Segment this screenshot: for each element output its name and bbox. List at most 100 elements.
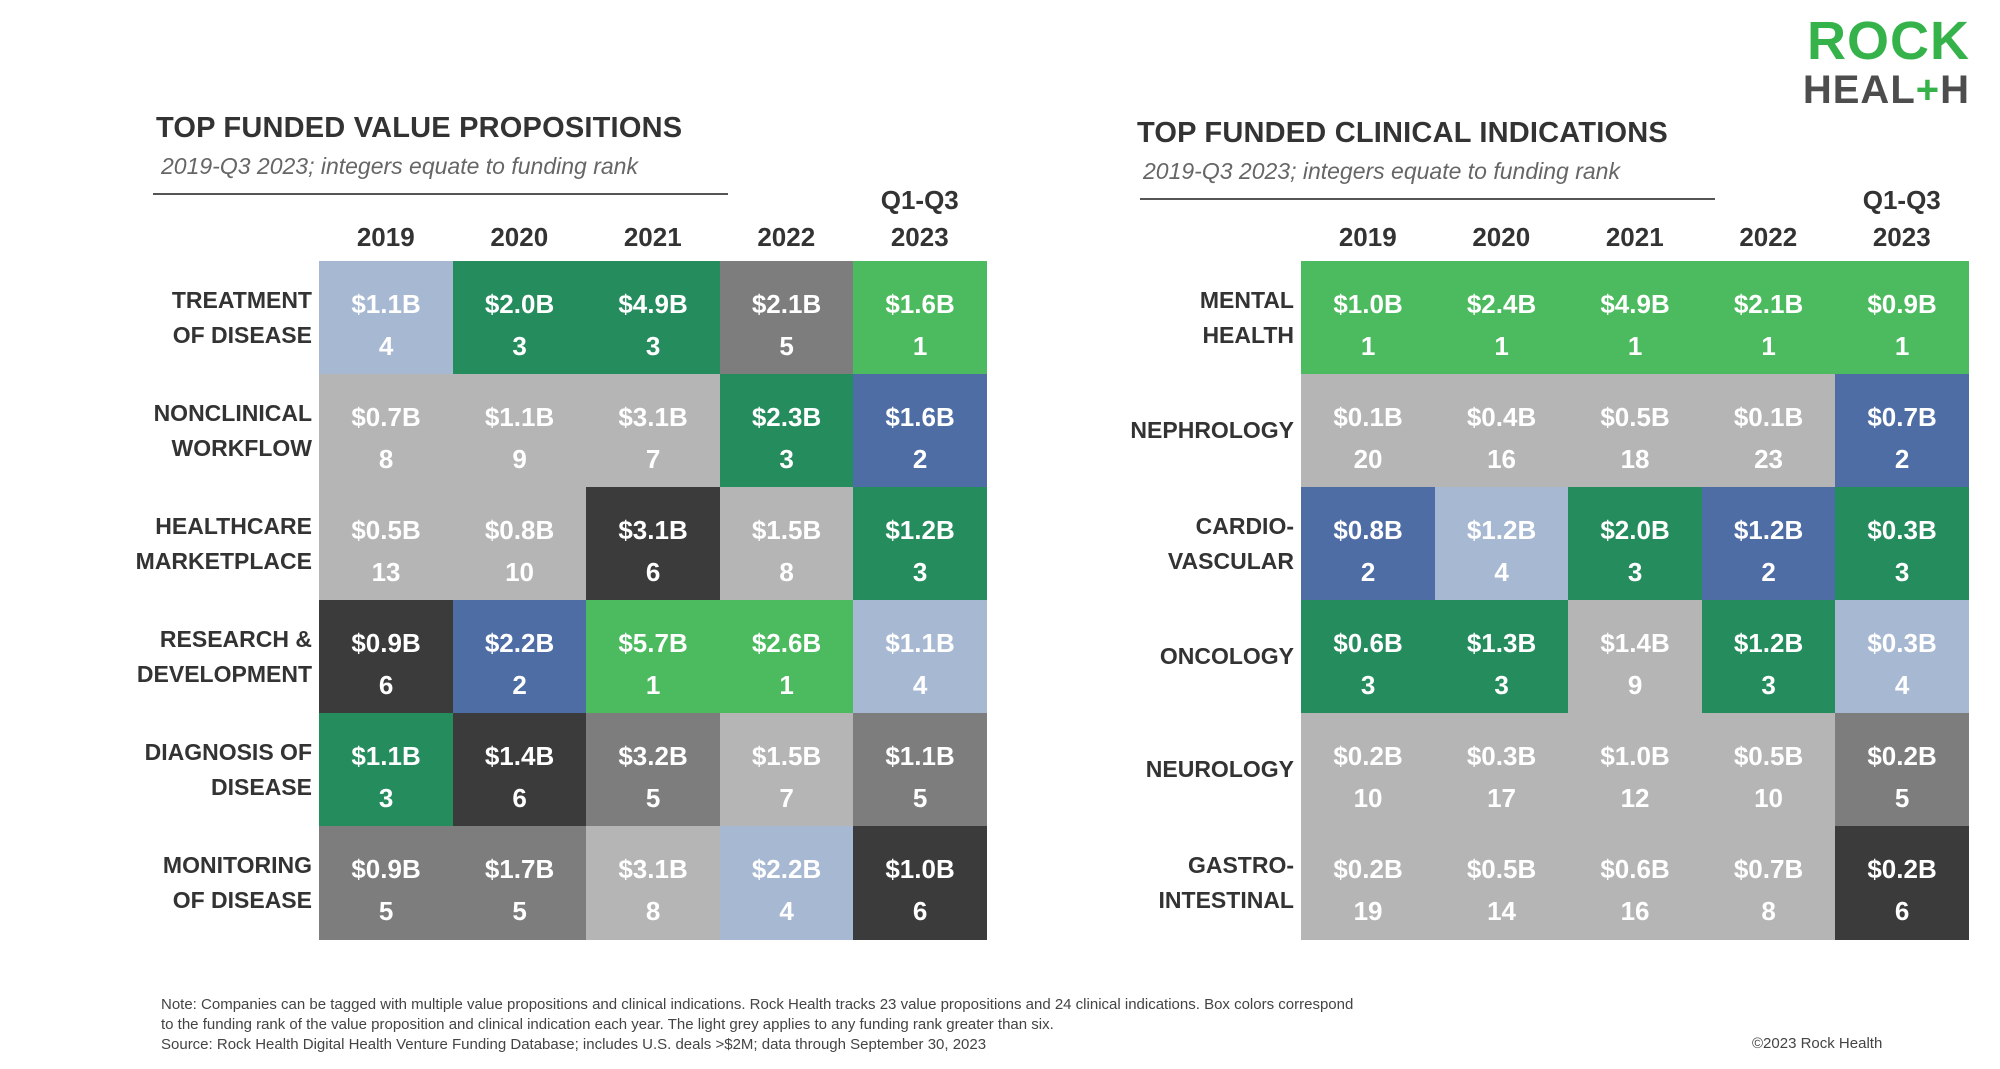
panel-subtitle: 2019-Q3 2023; integers equate to funding… xyxy=(1143,158,1620,184)
row-label: NEPHROLOGY xyxy=(1130,417,1294,443)
heatmap-cell: $0.8B 2 xyxy=(1301,487,1436,601)
column-header: 2019 xyxy=(1338,222,1397,252)
funding-rank: 6 xyxy=(645,557,661,587)
funding-amount: $1.5B xyxy=(751,515,822,545)
funding-amount: $2.6B xyxy=(751,628,822,658)
logo-line-2-a: HEAL xyxy=(1802,68,1916,112)
funding-amount: $0.8B xyxy=(1333,515,1403,545)
funding-rank: 2 xyxy=(512,670,527,700)
column-header: 2021 xyxy=(1605,222,1664,252)
heatmap-cell: $1.2B 3 xyxy=(853,487,988,601)
funding-amount: $0.2B xyxy=(1867,854,1937,884)
funding-amount: $0.3B xyxy=(1867,628,1937,658)
note-line: to the funding rank of the value proposi… xyxy=(161,1016,1054,1033)
row-label: MENTAL HEALTH xyxy=(1199,286,1294,348)
heatmap-cell: $0.7B 8 xyxy=(319,374,454,488)
heatmap-cell: $2.4B 1 xyxy=(1434,261,1569,375)
heatmap-cell: $2.0B 3 xyxy=(1568,487,1703,601)
heatmap-cell: $0.7B 8 xyxy=(1701,826,1836,940)
note-line: Source: Rock Health Digital Health Ventu… xyxy=(161,1036,987,1053)
heatmap-cell: $0.5B 18 xyxy=(1568,374,1703,488)
funding-rank: 3 xyxy=(1360,670,1376,700)
panel-title: TOP FUNDED CLINICAL INDICATIONS xyxy=(1137,117,1668,149)
funding-rank: 3 xyxy=(1761,670,1776,700)
heatmap-cell: $2.2B 2 xyxy=(452,600,587,714)
note-line: Note: Companies can be tagged with multi… xyxy=(161,996,1354,1013)
row-label: GASTRO- INTESTINAL xyxy=(1158,851,1294,913)
funding-amount: $1.5B xyxy=(751,741,822,771)
funding-amount: $2.2B xyxy=(751,854,822,884)
column-header: 2020 xyxy=(1472,222,1531,252)
panel-rule xyxy=(1140,198,1715,200)
heatmap-cell: $0.1B 23 xyxy=(1701,374,1836,488)
heatmap-cell: $2.1B 5 xyxy=(719,261,854,375)
funding-rank: 1 xyxy=(1894,331,1910,361)
funding-rank: 5 xyxy=(512,896,527,926)
row-label: NEUROLOGY xyxy=(1145,756,1294,782)
funding-rank: 6 xyxy=(1894,896,1910,926)
funding-rank: 5 xyxy=(645,783,661,813)
column-header: 2021 xyxy=(623,222,682,252)
heatmap-cell: $1.4B 9 xyxy=(1568,600,1703,714)
funding-rank: 5 xyxy=(378,896,394,926)
heatmap-cell: $0.2B 19 xyxy=(1301,826,1436,940)
row-label: CARDIO- VASCULAR xyxy=(1167,512,1294,574)
heatmap-cell: $1.1B 9 xyxy=(452,374,587,488)
heatmap-cell: $1.4B 6 xyxy=(452,713,587,827)
heatmap-cell: $0.8B 10 xyxy=(452,487,587,601)
heatmap-cell: $0.3B 3 xyxy=(1835,487,1970,601)
funding-rank: 6 xyxy=(512,783,527,813)
funding-rank: 8 xyxy=(1761,896,1776,926)
heatmap-cell: $0.5B 13 xyxy=(319,487,454,601)
heatmap-cell: $0.5B 14 xyxy=(1434,826,1569,940)
column-header: 2022 xyxy=(757,222,816,252)
funding-amount: $1.3B xyxy=(1466,628,1537,658)
heatmap-cell: $0.3B 17 xyxy=(1434,713,1569,827)
funding-rank: 6 xyxy=(378,670,394,700)
funding-amount: $2.1B xyxy=(751,289,822,319)
heatmap-cell: $3.1B 6 xyxy=(586,487,721,601)
copyright: ©2023 Rock Health xyxy=(1752,1035,1883,1052)
funding-rank: 19 xyxy=(1353,896,1383,926)
heatmap-cell: $1.2B 3 xyxy=(1701,600,1836,714)
funding-rank: 1 xyxy=(1360,331,1376,361)
funding-amount: $0.7B xyxy=(1867,402,1937,432)
funding-rank: 7 xyxy=(779,783,794,813)
funding-amount: $0.1B xyxy=(1733,402,1804,432)
funding-amount: $1.0B xyxy=(1600,741,1670,771)
funding-amount: $2.4B xyxy=(1466,289,1537,319)
row-label: HEALTHCARE MARKETPLACE xyxy=(135,512,312,574)
funding-rank: 2 xyxy=(1894,444,1910,474)
funding-amount: $0.7B xyxy=(351,402,421,432)
funding-rank: 1 xyxy=(912,331,928,361)
funding-amount: $0.5B xyxy=(1466,854,1537,884)
funding-rank: 4 xyxy=(1894,670,1910,700)
funding-rank: 1 xyxy=(1761,331,1776,361)
funding-amount: $1.6B xyxy=(885,402,955,432)
funding-amount: $1.1B xyxy=(351,289,421,319)
funding-amount: $1.1B xyxy=(484,402,555,432)
funding-amount: $2.0B xyxy=(484,289,555,319)
funding-rank: 1 xyxy=(645,670,661,700)
logo-line-1: ROCK xyxy=(1807,11,1970,71)
funding-amount: $1.0B xyxy=(1333,289,1403,319)
funding-rank: 10 xyxy=(1353,783,1383,813)
heatmap-cell: $0.3B 4 xyxy=(1835,600,1970,714)
heatmap-cell: $3.1B 8 xyxy=(586,826,721,940)
funding-rank: 2 xyxy=(1360,557,1376,587)
funding-amount: $0.6B xyxy=(1600,854,1670,884)
column-header: Q1-Q3 2023 xyxy=(880,185,959,252)
heatmap-cell: $1.0B 12 xyxy=(1568,713,1703,827)
funding-rank: 9 xyxy=(512,444,527,474)
funding-rank: 1 xyxy=(1494,331,1509,361)
heatmap-cell: $2.3B 3 xyxy=(719,374,854,488)
logo-plus: + xyxy=(1915,68,1941,112)
funding-amount: $2.1B xyxy=(1733,289,1804,319)
funding-amount: $5.7B xyxy=(618,628,688,658)
heatmap-cell: $1.1B 5 xyxy=(853,713,988,827)
funding-amount: $3.1B xyxy=(618,854,688,884)
heatmap-cell: $0.1B 20 xyxy=(1301,374,1436,488)
heatmap-cell: $1.1B 4 xyxy=(319,261,454,375)
funding-amount: $1.2B xyxy=(885,515,955,545)
heatmap-cell: $2.0B 3 xyxy=(452,261,587,375)
